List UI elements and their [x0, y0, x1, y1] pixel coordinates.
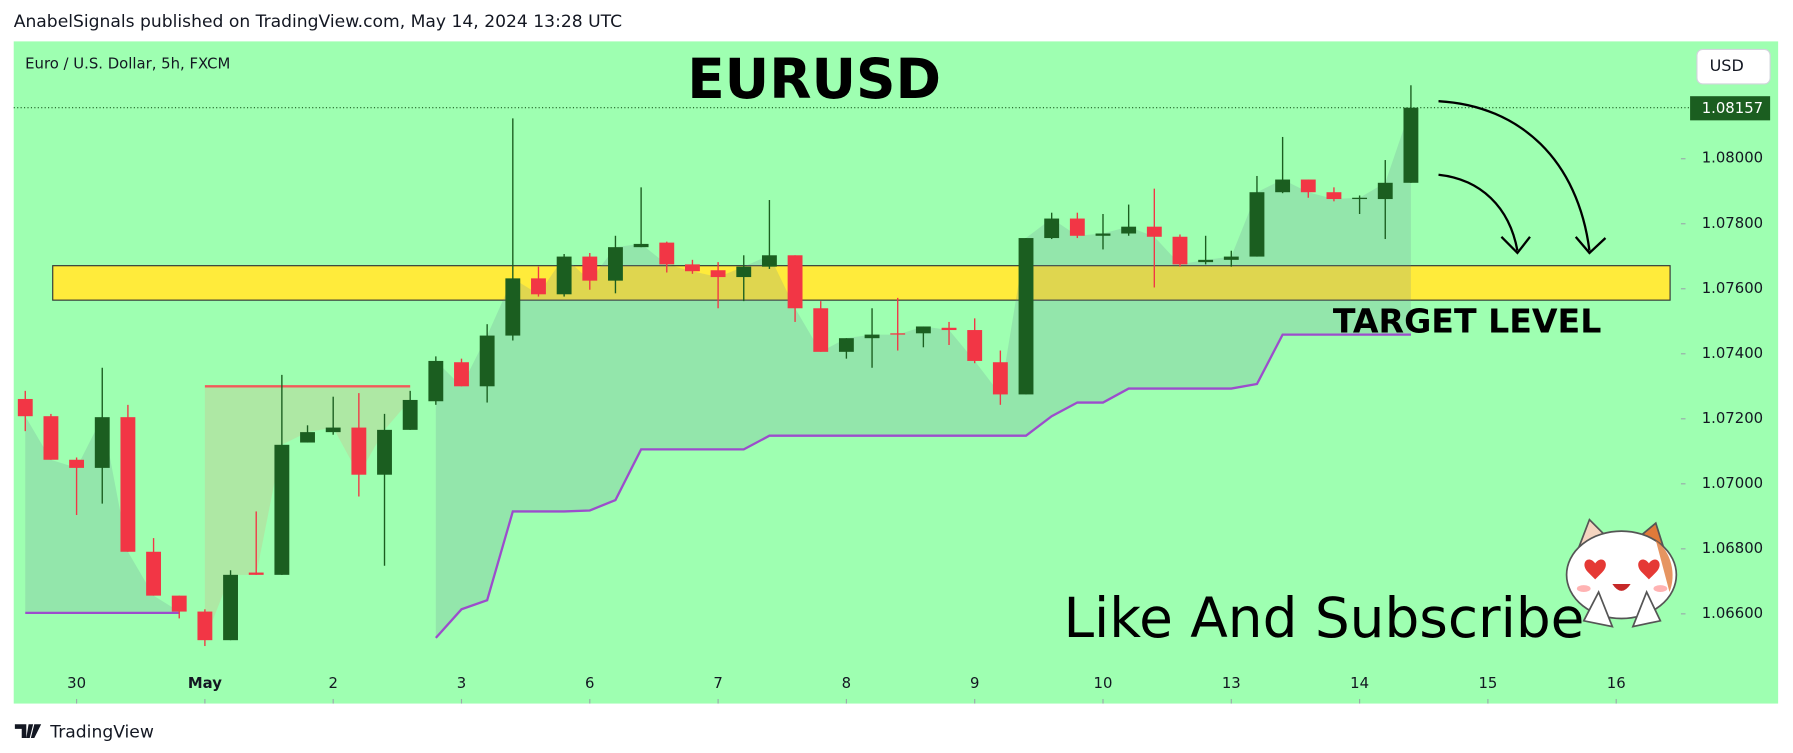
plot-background	[13, 41, 1779, 704]
candle-body	[300, 432, 315, 443]
x-tick-label: 8	[842, 674, 851, 692]
y-tick-label: 1.07000	[1702, 474, 1763, 492]
y-tick-label: 1.06800	[1702, 539, 1763, 557]
x-tick-label: 9	[970, 674, 979, 692]
candle-body	[531, 278, 546, 295]
candle-body	[1018, 238, 1034, 395]
candle-body	[223, 574, 238, 641]
candle-body	[1069, 218, 1085, 236]
trend-line	[25, 333, 1411, 639]
candle-body	[813, 308, 829, 352]
currency-button[interactable]	[1696, 48, 1771, 85]
arrow	[1438, 100, 1591, 251]
candle-body	[505, 278, 521, 336]
candle-body	[1095, 233, 1111, 236]
arrow-head	[1574, 236, 1607, 255]
footer-text: TradingView	[49, 722, 154, 742]
candle-body	[479, 335, 495, 387]
candle-body	[171, 595, 187, 612]
x-tick-label: 7	[713, 674, 722, 692]
candle-body	[454, 362, 469, 387]
last-price-box	[1690, 96, 1771, 121]
header: AnabelSignals published on TradingView.c…	[14, 12, 622, 32]
candle-body	[120, 417, 136, 552]
candle-body	[402, 399, 418, 430]
arrow	[1438, 173, 1519, 251]
candle-body	[556, 256, 572, 295]
candle-body	[1223, 256, 1239, 260]
y-tick-label: 1.07200	[1702, 409, 1763, 427]
candle-body	[992, 362, 1008, 395]
candle-body	[69, 459, 85, 468]
cta-text: Like And Subscribe	[1063, 586, 1584, 650]
candle-body	[274, 444, 290, 575]
x-tick-label: 6	[585, 674, 594, 692]
candle-body	[941, 327, 957, 331]
candle-body	[890, 333, 906, 335]
candle-body	[633, 243, 649, 248]
candle-body	[967, 330, 983, 361]
candle-body	[915, 326, 931, 334]
candle-body	[146, 551, 162, 596]
target-zone	[52, 265, 1671, 301]
candle-body	[248, 572, 264, 575]
currency-label[interactable]: USD	[1710, 56, 1744, 75]
candle-body	[1275, 179, 1291, 193]
y-tick-label: 1.06600	[1702, 604, 1763, 622]
candle-body	[1121, 226, 1137, 234]
candle-body	[1352, 197, 1368, 200]
candle-body	[710, 270, 726, 278]
candle-body	[659, 242, 675, 265]
candle-body	[43, 416, 59, 460]
x-tick-label: 2	[328, 674, 337, 692]
candle-body	[1377, 182, 1393, 200]
arrow-head	[1500, 236, 1531, 255]
x-tick-label: 10	[1094, 674, 1113, 692]
x-tick-label: 30	[67, 674, 86, 692]
candle-body	[787, 255, 803, 309]
candle-body	[1403, 107, 1419, 183]
candle-body	[1198, 259, 1214, 263]
candle-body	[351, 427, 367, 475]
candle-body	[1249, 192, 1265, 257]
candle-body	[197, 611, 213, 641]
candle-body	[17, 398, 33, 417]
candle-body	[428, 360, 444, 402]
y-tick-label: 1.07600	[1702, 279, 1763, 297]
candle-body	[761, 255, 777, 267]
candle-body	[864, 334, 880, 339]
x-tick-label: 14	[1350, 674, 1369, 692]
x-tick-label: 16	[1607, 674, 1626, 692]
chart-title: EURUSD	[687, 47, 941, 111]
y-tick-label: 1.07800	[1702, 214, 1763, 232]
candle-body	[377, 429, 392, 475]
candle-body	[1172, 236, 1188, 265]
candle-body	[1300, 179, 1316, 193]
y-tick-label: 1.08000	[1702, 149, 1763, 167]
symbol: Euro / U.S. Dollar, 5h, FXCM	[25, 54, 230, 72]
x-tick-label: May	[188, 674, 222, 692]
candle-body	[1146, 226, 1162, 237]
candle-body	[582, 256, 598, 281]
y-tick-label: 1.07400	[1702, 344, 1763, 362]
candle-body	[608, 247, 623, 281]
x-tick-label: 13	[1222, 674, 1241, 692]
candle-body	[94, 417, 110, 468]
footer-logo	[14, 724, 42, 739]
x-tick-label: 15	[1478, 674, 1497, 692]
candle-body	[838, 338, 854, 352]
trend-shade	[25, 416, 180, 613]
candle-body	[736, 266, 752, 278]
candle-body	[685, 264, 700, 272]
candle-body	[1044, 218, 1060, 239]
target-label: TARGET LEVEL	[1333, 301, 1602, 340]
x-tick-label: 3	[457, 674, 466, 692]
trend-shade	[435, 107, 1411, 638]
cat-sticker	[1565, 518, 1678, 628]
candle-body	[1326, 192, 1342, 200]
candle-body	[325, 427, 341, 433]
last-price-label: 1.08157	[1702, 99, 1763, 117]
